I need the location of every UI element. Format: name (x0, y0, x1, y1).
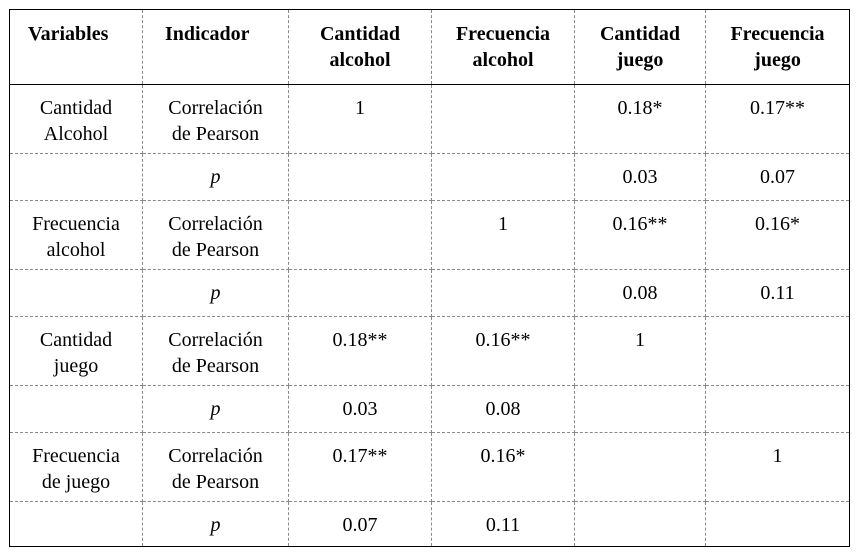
header-variables: Variables (9, 9, 143, 85)
r-cell: 1 (705, 432, 850, 502)
table-row: p 0.07 0.11 (9, 501, 850, 547)
variable-cell: Cantidad Alcohol (9, 84, 143, 154)
variable-cell: Frecuencia de juego (9, 432, 143, 502)
p-cell: 0.07 (705, 153, 850, 201)
header-row: Variables Indicador Cantidad alcohol Frec… (9, 9, 850, 85)
header-frecuencia-juego: Frecuencia juego (705, 9, 850, 85)
p-label-cell: p (142, 269, 289, 317)
r-cell (288, 200, 432, 270)
table-row: Frecuencia de juego Correlación de Pearson… (9, 432, 850, 502)
correlation-table: Variables Indicador Cantidad alcohol Frec… (9, 9, 850, 547)
header-cantidad-alcohol: Cantidad alcohol (288, 9, 432, 85)
header-cantidad-juego: Cantidad juego (574, 9, 706, 85)
variable-cell (9, 385, 143, 433)
table-row: p 0.03 0.07 (9, 153, 850, 201)
r-cell: 0.18** (288, 316, 432, 386)
p-label-cell: p (142, 385, 289, 433)
p-cell: 0.08 (574, 269, 706, 317)
r-cell: 0.16* (431, 432, 575, 502)
table-row: Cantidad Alcohol Correlación de Pearson 1 … (9, 84, 850, 154)
r-cell: 1 (431, 200, 575, 270)
indicator-cell: Correlación de Pearson (142, 432, 289, 502)
variable-cell: Frecuencia alcohol (9, 200, 143, 270)
table-row: Frecuencia alcohol Correlación de Pearson … (9, 200, 850, 270)
p-cell (705, 385, 850, 433)
table-row: p 0.08 0.11 (9, 269, 850, 317)
p-cell (431, 269, 575, 317)
header-frecuencia-alcohol: Frecuencia alcohol (431, 9, 575, 85)
indicator-cell: Correlación de Pearson (142, 316, 289, 386)
indicator-cell: Correlación de Pearson (142, 200, 289, 270)
p-cell: 0.11 (705, 269, 850, 317)
r-cell: 0.16** (431, 316, 575, 386)
r-cell: 1 (288, 84, 432, 154)
variable-cell (9, 269, 143, 317)
p-cell (574, 501, 706, 547)
r-cell: 0.16* (705, 200, 850, 270)
r-cell: 1 (574, 316, 706, 386)
p-cell (574, 385, 706, 433)
p-cell: 0.03 (288, 385, 432, 433)
header-indicador: Indicador (142, 9, 289, 85)
r-cell: 0.17** (288, 432, 432, 502)
p-label-cell: p (142, 153, 289, 201)
p-cell: 0.03 (574, 153, 706, 201)
table-row: Cantidad juego Correlación de Pearson 0.18… (9, 316, 850, 386)
variable-cell: Cantidad juego (9, 316, 143, 386)
p-cell (288, 269, 432, 317)
variable-cell (9, 153, 143, 201)
p-cell: 0.07 (288, 501, 432, 547)
p-cell: 0.11 (431, 501, 575, 547)
r-cell (705, 316, 850, 386)
p-cell: 0.08 (431, 385, 575, 433)
variable-cell (9, 501, 143, 547)
r-cell: 0.16** (574, 200, 706, 270)
table-row: p 0.03 0.08 (9, 385, 850, 433)
p-cell (288, 153, 432, 201)
indicator-cell: Correlación de Pearson (142, 84, 289, 154)
r-cell (574, 432, 706, 502)
p-cell (431, 153, 575, 201)
p-cell (705, 501, 850, 547)
p-label-cell: p (142, 501, 289, 547)
r-cell: 0.17** (705, 84, 850, 154)
r-cell (431, 84, 575, 154)
r-cell: 0.18* (574, 84, 706, 154)
